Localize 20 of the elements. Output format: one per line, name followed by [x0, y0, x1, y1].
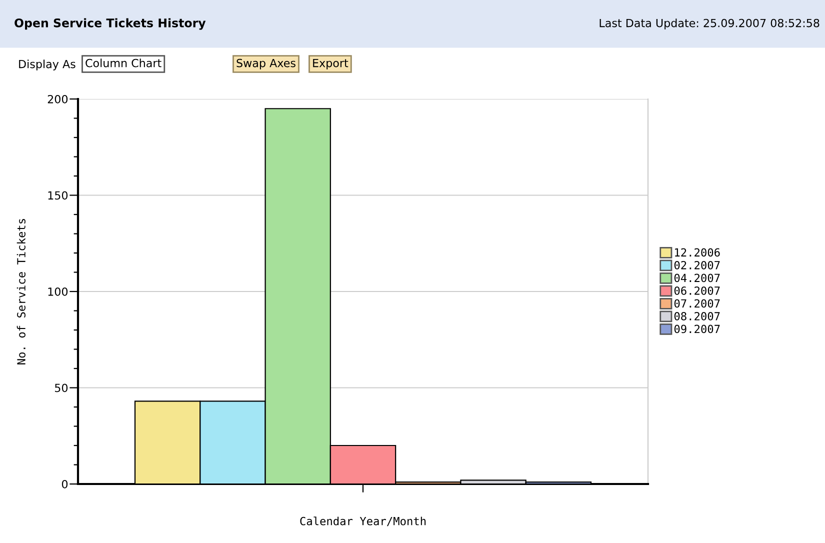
legend-label: 09.2007	[674, 324, 720, 334]
legend-label: 08.2007	[674, 312, 720, 320]
y-tick-label: 0	[62, 480, 68, 488]
text: Export	[313, 58, 348, 70]
y-tick-label: 150	[48, 191, 68, 200]
text: Last Data Update: 25.09.2007 08:52:58	[600, 18, 820, 30]
y-tick-label: 100	[48, 287, 68, 296]
legend-label: 04.2007	[674, 274, 720, 282]
y-tick-label: 200	[48, 94, 68, 104]
x-axis-title: Calendar Year/Month	[300, 516, 426, 526]
legend-label: 07.2007	[674, 299, 720, 308]
chart-title: Open Service Tickets History	[14, 18, 206, 30]
legend-label: 02.2007	[674, 260, 720, 270]
text: Display As	[19, 60, 76, 70]
legend-label: 12.2006	[675, 248, 720, 257]
y-tick-label: 50	[54, 384, 68, 392]
y-axis-title: No. of Service Tickets	[16, 219, 26, 364]
text: Column Chart	[86, 58, 162, 68]
legend-label: 06.2007	[674, 286, 720, 295]
text: Swap Axes	[236, 58, 296, 70]
